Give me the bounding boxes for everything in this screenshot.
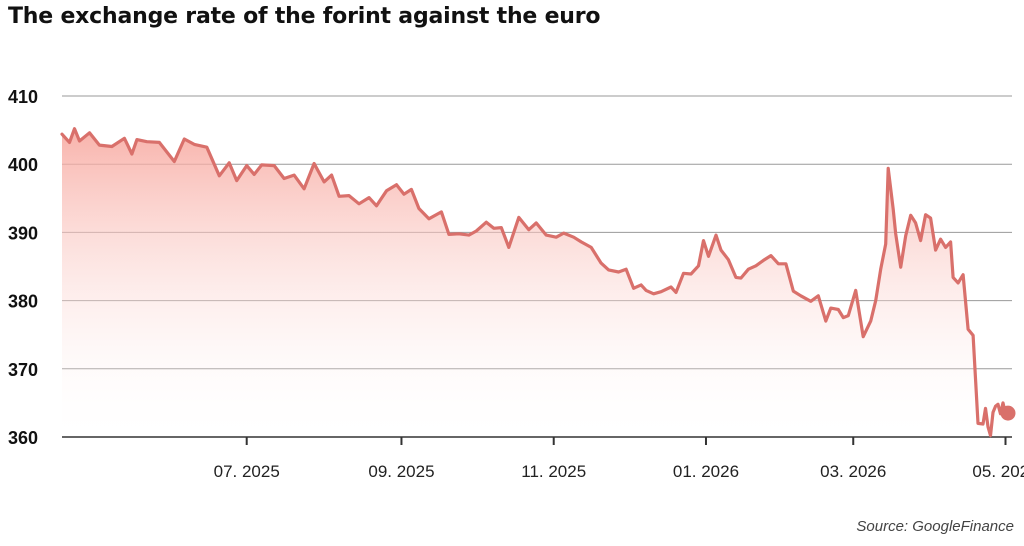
y-tick-label: 360: [8, 428, 38, 448]
series-line-layer: [60, 127, 1016, 438]
y-tick-label: 380: [8, 292, 38, 312]
x-tick-label: 09. 2025: [368, 462, 434, 481]
y-tick-label: 370: [8, 360, 38, 380]
y-tick-label: 400: [8, 155, 38, 175]
x-tick-label: 11. 2025: [521, 462, 586, 481]
x-tick-label: 01. 2026: [673, 462, 739, 481]
series-area: [62, 128, 1008, 437]
source-note: Source: GoogleFinance: [856, 518, 1014, 535]
last-value-dot: [1000, 405, 1016, 421]
x-tick-label: 05. 2026: [972, 462, 1024, 481]
y-tick-label: 410: [8, 87, 38, 107]
y-tick-label: 390: [8, 223, 38, 243]
area-layer: [62, 128, 1008, 437]
x-axis: [62, 436, 1012, 445]
series-line: [60, 127, 1010, 438]
x-tick-label: 03. 2026: [820, 462, 886, 481]
x-tick-label: 07. 2025: [214, 462, 280, 481]
chart-title: The exchange rate of the forint against …: [8, 4, 601, 29]
tick-labels: 410 400 390 380 370 360 07. 2025 09. 2025 11. 20…: [8, 87, 1024, 481]
